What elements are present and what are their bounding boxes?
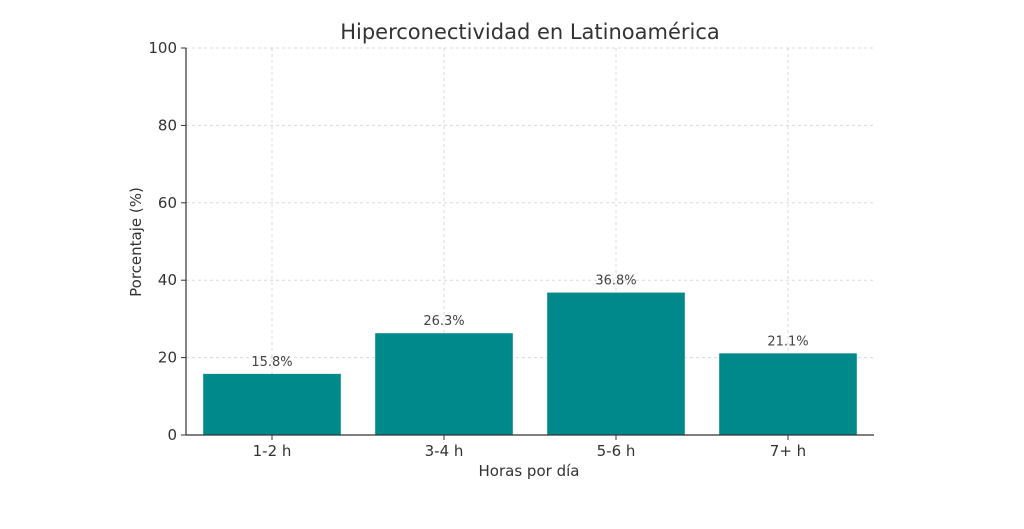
grid	[186, 47, 874, 436]
y-axis-label: Porcentaje (%)	[127, 187, 145, 297]
data-labels: 15.8% 26.3% 36.8% 21.1%	[251, 274, 808, 370]
x-axis-label: Horas por día	[479, 462, 580, 480]
x-tick-label: 7+ h	[770, 442, 806, 460]
y-tick-label: 100	[148, 39, 177, 57]
bar-value-label: 21.1%	[767, 334, 808, 349]
bar	[719, 353, 857, 435]
axes: 0 20 40 60 80 100 1-2 h 3-4 h 5-6 h 7+ h	[148, 39, 874, 460]
x-tick-label: 3-4 h	[425, 442, 464, 460]
y-tick-label: 20	[158, 349, 177, 367]
x-tick-label: 5-6 h	[597, 442, 636, 460]
y-tick-label: 40	[158, 271, 177, 289]
chart-title: Hiperconectividad en Latinoamérica	[340, 20, 720, 44]
y-tick-label: 80	[158, 116, 177, 134]
bar	[375, 333, 513, 435]
y-tick-label: 60	[158, 194, 177, 212]
bars	[203, 292, 857, 435]
bar	[547, 292, 685, 435]
bar-value-label: 26.3%	[423, 314, 464, 329]
x-tick-label: 1-2 h	[253, 442, 292, 460]
bar-value-label: 15.8%	[251, 355, 292, 370]
y-tick-label: 0	[167, 426, 177, 444]
bar	[203, 373, 341, 435]
bar-value-label: 36.8%	[595, 274, 636, 289]
